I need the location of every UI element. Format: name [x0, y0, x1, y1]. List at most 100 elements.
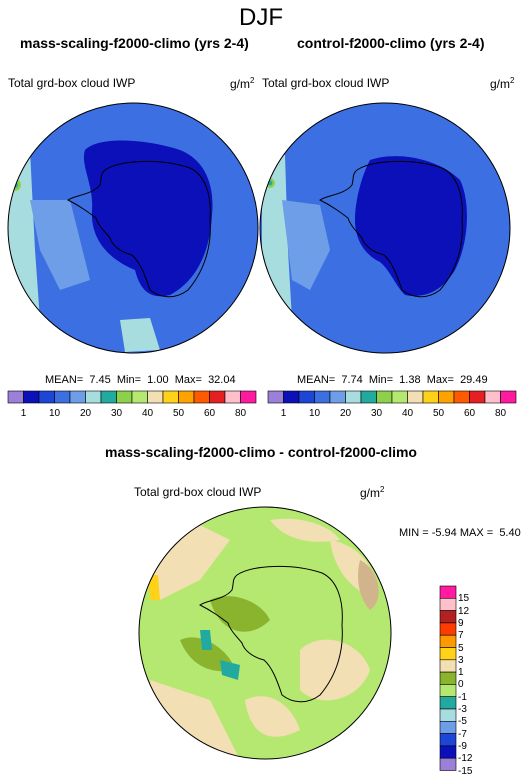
- colorbar-2-tick-label: 80: [494, 408, 507, 419]
- colorbar-diff-swatch-2: [439, 610, 457, 624]
- colorbar-2-tick-label: 1: [280, 408, 287, 419]
- colorbar-1-swatch-7: [116, 390, 133, 404]
- colorbar-1-swatch-12: [193, 390, 210, 404]
- colorbar-1-swatch-4: [69, 390, 86, 404]
- colorbar-diff: [439, 585, 457, 771]
- colorbar-2-swatch-10: [422, 390, 439, 404]
- panel-2-title: control-f2000-climo (yrs 2-4): [297, 35, 485, 51]
- colorbar-diff-tick-label: 5: [458, 642, 464, 654]
- colorbar-2-swatch-15: [500, 390, 517, 404]
- colorbar-panel-2: [267, 390, 517, 404]
- colorbar-2-tick-label: 10: [308, 408, 321, 419]
- colorbar-diff-tick-label: 7: [458, 630, 464, 642]
- colorbar-diff-swatch-5: [439, 647, 457, 661]
- diff-panel-title: mass-scaling-f2000-climo - control-f2000…: [105, 444, 417, 460]
- colorbar-2-swatch-8: [391, 390, 408, 404]
- colorbar-diff-tick-label: -5: [458, 716, 467, 728]
- colorbar-1-swatch-2: [38, 390, 55, 404]
- colorbar-1-swatch-3: [54, 390, 71, 404]
- colorbar-diff-tick-label: -15: [458, 765, 473, 777]
- colorbar-2-swatch-2: [298, 390, 315, 404]
- colorbar-1-tick-label: 30: [110, 408, 123, 419]
- colorbar-1-swatch-5: [85, 390, 102, 404]
- colorbar-diff-swatch-1: [439, 597, 457, 611]
- colorbar-2-swatch-11: [438, 390, 455, 404]
- panel-1-variable: Total grd-box cloud IWP: [8, 76, 136, 90]
- colorbar-1-swatch-1: [23, 390, 40, 404]
- colorbar-2-swatch-0: [267, 390, 284, 404]
- colorbar-1-tick-label: 10: [48, 408, 61, 419]
- colorbar-1-swatch-15: [240, 390, 257, 404]
- colorbar-2-swatch-9: [407, 390, 424, 404]
- colorbar-1-swatch-14: [224, 390, 241, 404]
- map-1-boundary: [7, 102, 259, 354]
- colorbar-2-swatch-5: [345, 390, 362, 404]
- colorbar-diff-swatch-13: [439, 745, 457, 759]
- colorbar-1-swatch-8: [131, 390, 148, 404]
- colorbar-diff-swatch-8: [439, 684, 457, 698]
- diff-panel-units: g/m2: [360, 485, 385, 500]
- map-3-boundary: [138, 506, 392, 760]
- colorbar-2-swatch-7: [376, 390, 393, 404]
- panel-2-variable: Total grd-box cloud IWP: [262, 76, 390, 90]
- panel-1-stats: MEAN= 7.45 Min= 1.00 Max= 32.04: [45, 374, 236, 386]
- map-2-boundary: [259, 102, 511, 354]
- colorbar-2-swatch-3: [314, 390, 331, 404]
- colorbar-diff-swatch-4: [439, 634, 457, 648]
- colorbar-diff-swatch-7: [439, 671, 457, 685]
- colorbar-diff-tick-label: -3: [458, 704, 467, 715]
- colorbar-diff-tick-label: 9: [458, 617, 464, 629]
- colorbar-diff-tick-label: -7: [458, 728, 467, 740]
- colorbar-1-swatch-9: [147, 390, 164, 404]
- colorbar-diff-swatch-10: [439, 708, 457, 722]
- colorbar-diff-tick-label: 3: [458, 654, 464, 666]
- colorbar-diff-swatch-9: [439, 696, 457, 710]
- colorbar-2-tick-label: 60: [463, 408, 476, 419]
- colorbar-diff-swatch-14: [439, 757, 457, 771]
- colorbar-1-tick-label: 60: [203, 408, 216, 419]
- diff-panel-variable: Total grd-box cloud IWP: [134, 485, 262, 499]
- colorbar-1-tick-label: 40: [141, 408, 154, 419]
- colorbar-1-swatch-10: [162, 390, 179, 404]
- colorbar-1-swatch-0: [7, 390, 24, 404]
- colorbar-diff-swatch-6: [439, 659, 457, 673]
- colorbar-2-tick-label: 40: [401, 408, 414, 419]
- colorbar-diff-tick-label: 1: [458, 667, 464, 679]
- colorbar-diff-swatch-3: [439, 622, 457, 636]
- panel-2-units: g/m2: [490, 76, 515, 91]
- colorbar-2-tick-label: 50: [432, 408, 445, 419]
- colorbar-1-swatch-6: [100, 390, 117, 404]
- colorbar-diff-swatch-12: [439, 733, 457, 747]
- colorbar-1-tick-label: 20: [79, 408, 92, 419]
- antarctica-coastline-2: [319, 161, 463, 298]
- colorbar-diff-tick-label: -12: [458, 753, 473, 765]
- colorbar-diff-tick-label: 0: [458, 679, 464, 691]
- colorbar-diff-tick-label: 15: [458, 593, 470, 605]
- colorbar-diff-swatch-0: [439, 585, 457, 599]
- colorbar-2-swatch-1: [283, 390, 300, 404]
- colorbar-2-tick-label: 20: [339, 408, 352, 419]
- colorbar-diff-swatch-11: [439, 720, 457, 734]
- colorbar-diff-tick-label: -9: [458, 740, 467, 752]
- colorbar-1-tick-label: 80: [234, 408, 247, 419]
- colorbar-2-swatch-6: [360, 390, 377, 404]
- antarctica-coastline-3: [199, 566, 343, 703]
- colorbar-1-tick-label: 1: [20, 408, 27, 419]
- colorbar-diff-tick-label: 12: [458, 605, 470, 617]
- colorbar-2-swatch-4: [329, 390, 346, 404]
- colorbar-1-swatch-13: [209, 390, 226, 404]
- colorbar-panel-1: [7, 390, 257, 404]
- panel-1-units: g/m2: [230, 76, 255, 91]
- panel-2-stats: MEAN= 7.74 Min= 1.38 Max= 29.49: [297, 374, 488, 386]
- diff-panel-stats: MIN = -5.94 MAX = 5.40: [399, 527, 521, 539]
- antarctica-coastline-1: [67, 161, 211, 298]
- colorbar-1-swatch-11: [178, 390, 195, 404]
- colorbar-2-swatch-12: [453, 390, 470, 404]
- colorbar-2-tick-label: 30: [370, 408, 383, 419]
- colorbar-2-swatch-14: [484, 390, 501, 404]
- colorbar-diff-tick-label: -1: [458, 691, 467, 703]
- panel-1-title: mass-scaling-f2000-climo (yrs 2-4): [20, 35, 249, 51]
- figure-title: DJF: [239, 4, 283, 31]
- colorbar-2-swatch-13: [469, 390, 486, 404]
